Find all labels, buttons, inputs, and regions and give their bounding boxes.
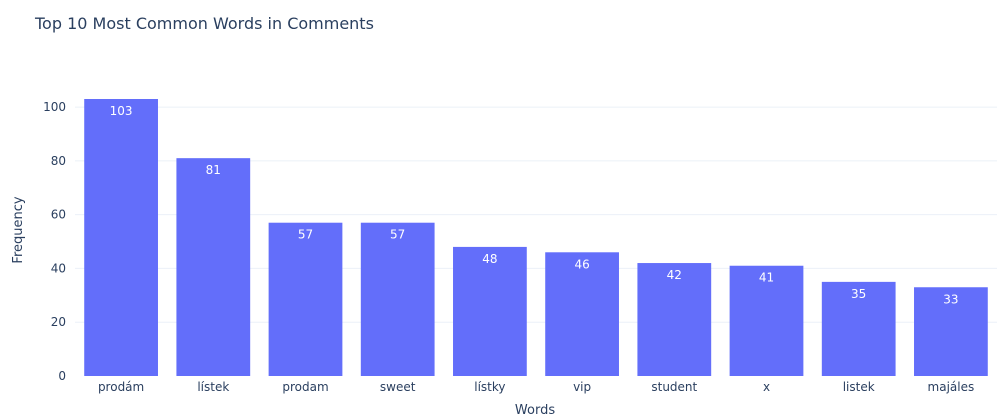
x-tick-label: prodam <box>282 380 328 394</box>
y-axis-ticks: 0 20 40 60 80 100 <box>43 100 66 383</box>
y-tick-label: 100 <box>43 100 66 114</box>
y-tick-label: 60 <box>51 208 66 222</box>
bar-0[interactable] <box>84 99 158 376</box>
x-tick-label: sweet <box>380 380 416 394</box>
bar-5[interactable] <box>545 252 619 376</box>
bar-1[interactable] <box>176 158 251 376</box>
bar-value-label: 57 <box>390 228 405 242</box>
y-tick-label: 20 <box>51 315 66 329</box>
bar-value-label: 81 <box>206 163 221 177</box>
bars: 103 81 57 57 48 46 42 41 35 33 <box>84 99 988 376</box>
y-tick-label: 0 <box>58 369 66 383</box>
bar-7[interactable] <box>729 265 804 376</box>
x-tick-label: majáles <box>928 380 975 394</box>
bar-value-label: 48 <box>482 252 497 266</box>
bar-value-label: 42 <box>667 268 682 282</box>
x-axis-title: Words <box>515 403 555 418</box>
bar-3[interactable] <box>360 222 435 376</box>
x-tick-label: prodám <box>98 380 144 394</box>
bar-value-label: 46 <box>574 257 589 271</box>
bar-value-label: 103 <box>110 104 133 118</box>
x-tick-label: vip <box>573 380 591 394</box>
y-tick-label: 40 <box>51 261 66 275</box>
y-tick-label: 80 <box>51 154 66 168</box>
x-tick-label: lístky <box>474 380 505 394</box>
y-axis-title: Frequency <box>11 196 26 263</box>
bar-value-label: 57 <box>298 228 313 242</box>
x-axis-ticks: prodám lístek prodam sweet lístky vip student x… <box>98 380 974 394</box>
bar-2[interactable] <box>268 222 343 376</box>
x-tick-label: listek <box>843 380 875 394</box>
bar-4[interactable] <box>453 246 527 376</box>
x-tick-label: lístek <box>197 380 229 394</box>
x-tick-label: x <box>763 380 770 394</box>
chart-title: Top 10 Most Common Words in Comments <box>35 14 374 33</box>
bar-8[interactable] <box>821 281 896 376</box>
x-tick-label: student <box>651 380 697 394</box>
bar-value-label: 35 <box>851 287 866 301</box>
bar-value-label: 41 <box>759 271 774 285</box>
bar-6[interactable] <box>637 263 712 376</box>
bar-9[interactable] <box>914 287 988 376</box>
bar-value-label: 33 <box>943 292 958 306</box>
